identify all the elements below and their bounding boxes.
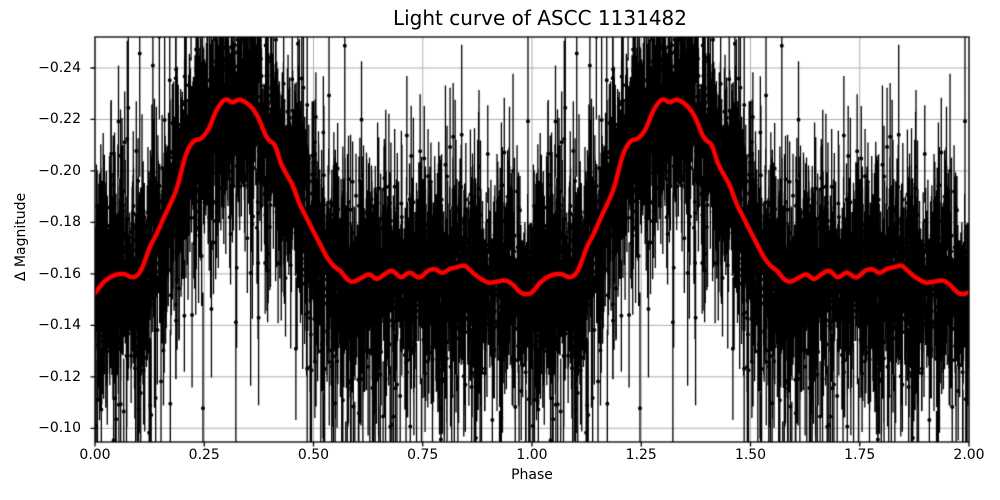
y-tick-label: −0.20 bbox=[38, 162, 81, 179]
y-tick-label: −0.22 bbox=[38, 111, 81, 128]
x-tick-label: 1.75 bbox=[844, 447, 876, 463]
y-tick-label: −0.10 bbox=[38, 420, 81, 437]
x-tick-label: 0.50 bbox=[297, 447, 330, 463]
x-tick-label: 1.00 bbox=[516, 447, 548, 463]
x-tick-label: 2.00 bbox=[953, 447, 985, 463]
x-tick-label: 0.75 bbox=[407, 447, 439, 463]
x-tick-label: 0.25 bbox=[188, 447, 220, 463]
y-tick-label: −0.12 bbox=[38, 368, 81, 385]
y-tick-label: −0.14 bbox=[38, 317, 81, 334]
y-tick-label: −0.18 bbox=[38, 214, 81, 231]
y-tick-label: −0.24 bbox=[38, 60, 81, 76]
x-tick-label: 1.50 bbox=[734, 447, 767, 463]
x-axis-label: Phase bbox=[511, 467, 553, 483]
y-tick-label: −0.16 bbox=[38, 265, 81, 282]
x-tick-label: 0.00 bbox=[79, 447, 111, 463]
x-tick-label: 1.25 bbox=[625, 447, 657, 463]
chart-title: Light curve of ASCC 1131482 bbox=[392, 6, 688, 30]
